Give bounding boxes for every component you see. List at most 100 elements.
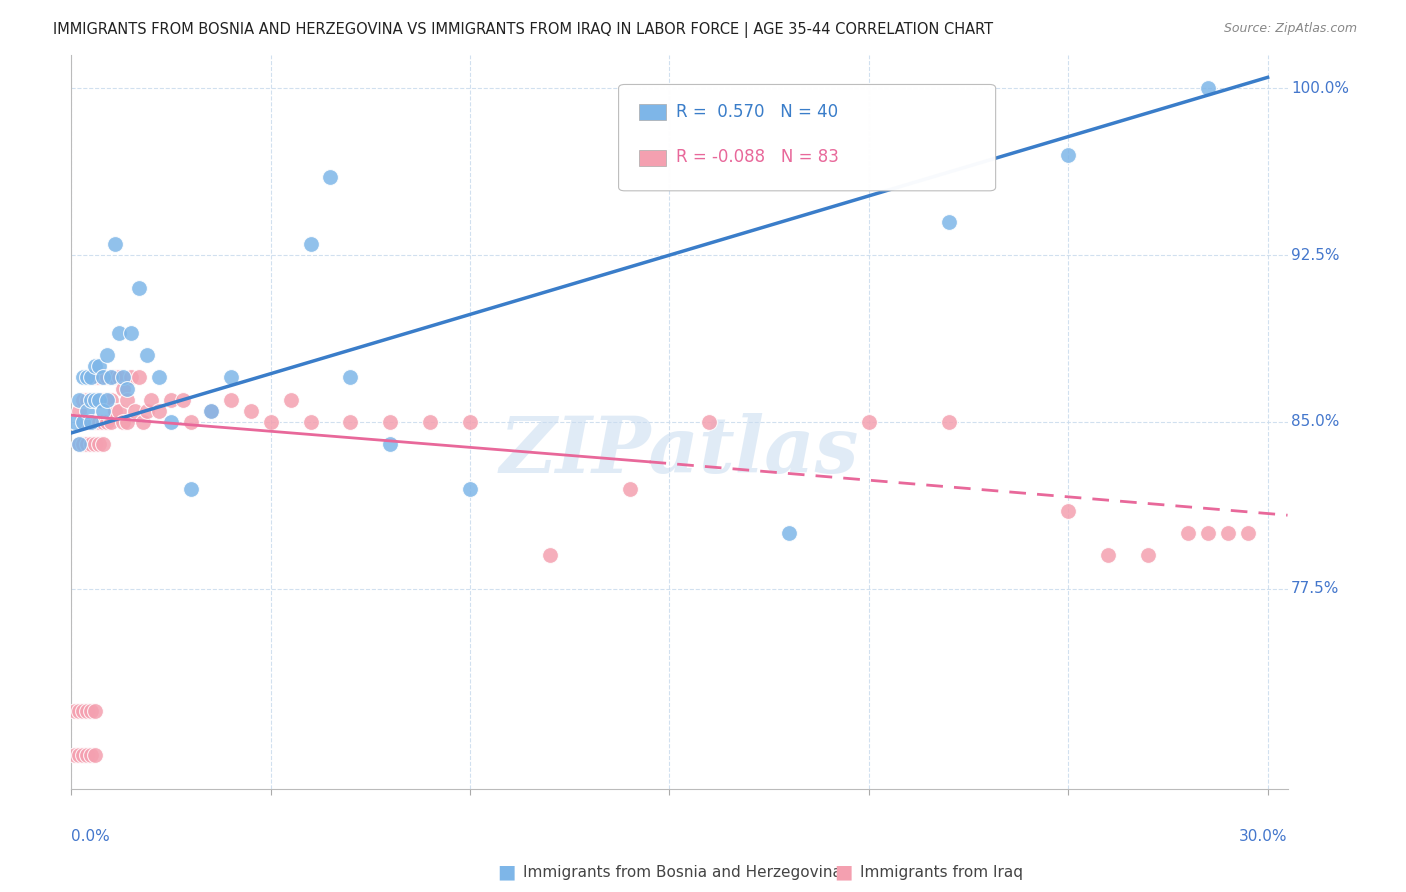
Point xyxy=(96,392,118,407)
Point xyxy=(89,392,111,407)
Point xyxy=(458,415,481,429)
Point xyxy=(89,370,111,384)
Point xyxy=(96,370,118,384)
Point xyxy=(67,748,90,763)
Point xyxy=(200,403,222,417)
Point xyxy=(619,482,641,496)
Point xyxy=(72,392,94,407)
Point xyxy=(76,748,98,763)
Point xyxy=(76,392,98,407)
Point xyxy=(778,525,800,540)
Point xyxy=(65,415,87,429)
Point xyxy=(136,348,159,362)
Point xyxy=(67,403,90,417)
Point xyxy=(128,281,150,295)
Point xyxy=(112,370,135,384)
Text: 85.0%: 85.0% xyxy=(1291,415,1340,429)
FancyBboxPatch shape xyxy=(640,104,666,120)
Point xyxy=(91,403,114,417)
Point xyxy=(65,748,87,763)
Point xyxy=(1057,148,1080,162)
Point xyxy=(1216,525,1239,540)
Text: Immigrants from Bosnia and Herzegovina: Immigrants from Bosnia and Herzegovina xyxy=(523,865,842,880)
Point xyxy=(172,392,194,407)
Point xyxy=(180,482,202,496)
Point xyxy=(80,370,103,384)
Point xyxy=(858,415,880,429)
Point xyxy=(89,415,111,429)
Point xyxy=(108,370,131,384)
Point xyxy=(180,415,202,429)
Point xyxy=(76,704,98,718)
Point xyxy=(100,392,122,407)
FancyBboxPatch shape xyxy=(640,150,666,166)
Point xyxy=(938,215,960,229)
Point xyxy=(124,403,146,417)
Point xyxy=(84,748,107,763)
Point xyxy=(84,392,107,407)
Point xyxy=(91,437,114,451)
Point xyxy=(200,403,222,417)
Point xyxy=(104,237,127,252)
Point xyxy=(128,370,150,384)
Point xyxy=(91,370,114,384)
Text: 77.5%: 77.5% xyxy=(1291,581,1340,596)
Point xyxy=(89,392,111,407)
Point xyxy=(72,437,94,451)
Point xyxy=(419,415,441,429)
Text: R =  0.570   N = 40: R = 0.570 N = 40 xyxy=(676,103,838,120)
Text: 30.0%: 30.0% xyxy=(1239,829,1288,844)
Text: ■: ■ xyxy=(496,863,516,882)
Point xyxy=(84,437,107,451)
Point xyxy=(89,359,111,374)
Text: ■: ■ xyxy=(834,863,853,882)
Point xyxy=(239,403,262,417)
Point xyxy=(115,382,138,396)
Point xyxy=(84,370,107,384)
Point xyxy=(72,704,94,718)
Point xyxy=(139,392,162,407)
Point xyxy=(1177,525,1199,540)
Point xyxy=(80,415,103,429)
Text: 92.5%: 92.5% xyxy=(1291,248,1340,262)
Point xyxy=(84,392,107,407)
Point xyxy=(380,415,402,429)
Point xyxy=(108,326,131,340)
Point xyxy=(1097,548,1119,562)
Point xyxy=(96,348,118,362)
Point xyxy=(380,437,402,451)
Point xyxy=(65,704,87,718)
Text: 100.0%: 100.0% xyxy=(1291,81,1350,96)
Point xyxy=(1197,81,1219,95)
Text: 0.0%: 0.0% xyxy=(72,829,110,844)
Point xyxy=(538,548,561,562)
Point xyxy=(80,748,103,763)
Point xyxy=(84,359,107,374)
Point xyxy=(938,415,960,429)
Point xyxy=(76,403,98,417)
Point xyxy=(72,748,94,763)
Point xyxy=(148,370,170,384)
Point xyxy=(80,392,103,407)
Point xyxy=(1197,525,1219,540)
Point xyxy=(160,392,183,407)
Point xyxy=(72,415,94,429)
Point xyxy=(259,415,281,429)
Point xyxy=(80,370,103,384)
Point xyxy=(91,370,114,384)
Point xyxy=(67,437,90,451)
Point xyxy=(100,370,122,384)
Point xyxy=(108,403,131,417)
Point xyxy=(80,437,103,451)
Point xyxy=(1236,525,1258,540)
Point xyxy=(219,370,242,384)
Point xyxy=(280,392,302,407)
Point xyxy=(72,370,94,384)
Text: R = -0.088   N = 83: R = -0.088 N = 83 xyxy=(676,148,838,166)
Point xyxy=(89,437,111,451)
Point xyxy=(160,415,183,429)
Point xyxy=(104,370,127,384)
Point xyxy=(115,392,138,407)
Point xyxy=(96,415,118,429)
Text: Source: ZipAtlas.com: Source: ZipAtlas.com xyxy=(1223,22,1357,36)
